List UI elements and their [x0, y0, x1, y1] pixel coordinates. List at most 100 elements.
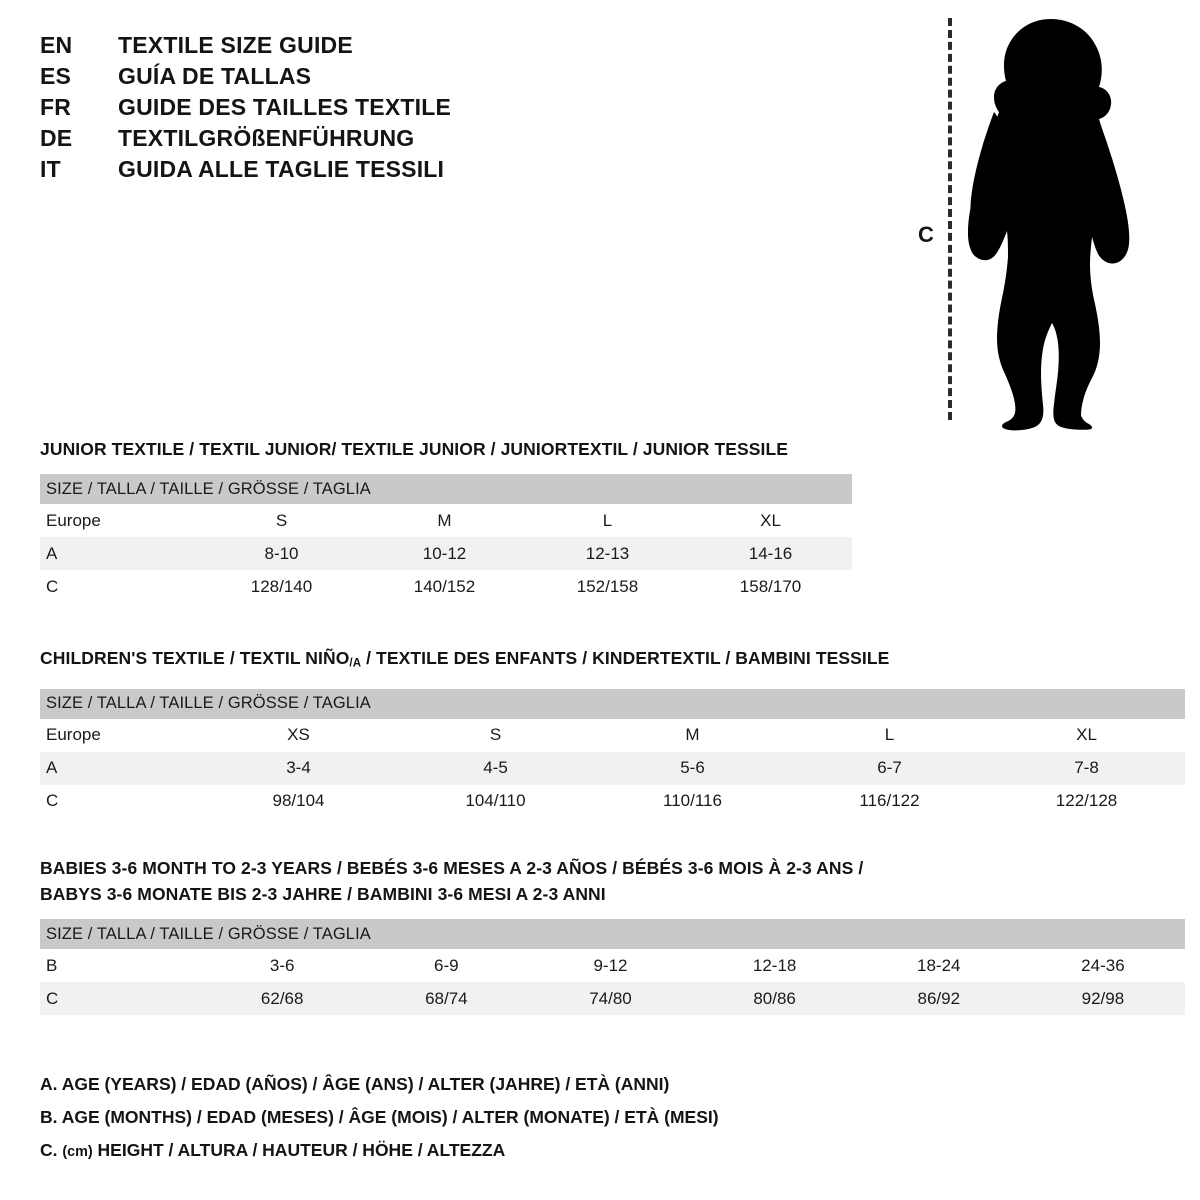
- language-row: ES GUÍA DE TALLAS: [40, 63, 560, 94]
- language-code: EN: [40, 32, 73, 58]
- legend-c-rest: HEIGHT / ALTURA / HAUTEUR / HÖHE / ALTEZ…: [97, 1140, 506, 1160]
- legend-line-a: A. AGE (YEARS) / EDAD (AÑOS) / ÂGE (ANS)…: [40, 1074, 670, 1094]
- language-code: DE: [40, 125, 73, 151]
- table-cell: 104/110: [397, 784, 594, 818]
- babies-size-table: SIZE / TALLA / TAILLE / GRÖSSE / TAGLIA …: [40, 919, 1185, 1015]
- row-label: A: [40, 751, 200, 785]
- table-cell: 128/140: [200, 570, 363, 603]
- band-label: SIZE / TALLA / TAILLE / GRÖSSE / TAGLIA: [40, 919, 1185, 949]
- table-cell: 24-36: [1020, 949, 1185, 982]
- table-cell: 3-6: [200, 949, 365, 982]
- language-row: EN TEXTILE SIZE GUIDE: [40, 32, 560, 63]
- language-code: FR: [40, 94, 72, 120]
- language-code: IT: [40, 156, 61, 182]
- language-title: GUIDA ALLE TAGLIE TESSILI: [118, 156, 445, 182]
- row-label: C: [40, 784, 200, 818]
- language-row: DE TEXTILGRÖßENFÜHRUNG: [40, 125, 560, 156]
- row-label: B: [40, 949, 201, 982]
- table-row: C 98/104 104/110 110/116 116/122 122/128: [40, 784, 1186, 818]
- table-cell: M: [363, 504, 526, 537]
- table-cell: 158/170: [689, 570, 853, 603]
- language-row: FR GUIDE DES TAILLES TEXTILE: [40, 94, 560, 125]
- table-cell: 3-4: [200, 751, 397, 785]
- language-title: GUIDE DES TAILLES TEXTILE: [118, 94, 451, 120]
- section-title-prefix: CHILDREN'S TEXTILE / TEXTIL NIÑO: [40, 648, 350, 668]
- table-cell: XS: [200, 718, 397, 752]
- section-title: JUNIOR TEXTILE / TEXTIL JUNIOR/ TEXTILE …: [40, 439, 789, 459]
- language-title: TEXTILE SIZE GUIDE: [118, 32, 353, 58]
- table-cell: 98/104: [200, 784, 397, 818]
- section-childrens-textile: CHILDREN'S TEXTILE / TEXTIL NIÑO/A / TEX…: [40, 645, 1186, 818]
- table-band-header: SIZE / TALLA / TAILLE / GRÖSSE / TAGLIA: [40, 688, 1186, 719]
- table-cell: 5-6: [594, 751, 791, 785]
- section-title-suffix: / TEXTILE DES ENFANTS / KINDERTEXTIL / B…: [361, 648, 890, 668]
- table-cell: 110/116: [594, 784, 791, 818]
- language-code: ES: [40, 63, 72, 89]
- table-cell: 74/80: [528, 982, 693, 1015]
- table-cell: L: [791, 718, 988, 752]
- legend-c-prefix: C.: [40, 1140, 58, 1160]
- height-measure-label: C: [918, 222, 934, 247]
- table-cell: 14-16: [689, 537, 853, 570]
- table-row: Europe S M L XL: [40, 504, 853, 537]
- table-cell: XL: [689, 504, 853, 537]
- table-cell: 8-10: [200, 537, 363, 570]
- table-cell: 7-8: [988, 751, 1186, 785]
- row-label: C: [40, 982, 201, 1015]
- table-row: C 62/68 68/74 74/80 80/86 86/92 92/98: [40, 982, 1185, 1015]
- section-title: CHILDREN'S TEXTILE / TEXTIL NIÑO/A / TEX…: [40, 645, 1185, 677]
- table-cell: 4-5: [397, 751, 594, 785]
- table-cell: L: [526, 504, 689, 537]
- section-junior-textile: JUNIOR TEXTILE / TEXTIL JUNIOR/ TEXTILE …: [40, 436, 853, 603]
- row-label: C: [40, 570, 200, 603]
- legend-block: A. AGE (YEARS) / EDAD (AÑOS) / ÂGE (ANS)…: [40, 1068, 719, 1169]
- toddler-silhouette-icon: [967, 19, 1130, 431]
- table-cell: 86/92: [856, 982, 1021, 1015]
- row-label: A: [40, 537, 200, 570]
- legend-c-unit: (cm): [62, 1144, 93, 1160]
- table-cell: S: [200, 504, 363, 537]
- language-title-block: EN TEXTILE SIZE GUIDE ES GUÍA DE TALLAS FR GU…: [40, 32, 560, 187]
- language-row: IT GUIDA ALLE TAGLIE TESSILI: [40, 156, 560, 187]
- section-babies-textile: BABIES 3-6 MONTH TO 2-3 YEARS / BEBÉS 3-…: [40, 855, 1185, 1015]
- table-row: A 8-10 10-12 12-13 14-16: [40, 537, 853, 570]
- table-cell: S: [397, 718, 594, 752]
- table-cell: 140/152: [363, 570, 526, 603]
- table-cell: 92/98: [1020, 982, 1185, 1015]
- language-title: TEXTILGRÖßENFÜHRUNG: [118, 125, 415, 151]
- table-row: C 128/140 140/152 152/158 158/170: [40, 570, 853, 603]
- legend-line-b: B. AGE (MONTHS) / EDAD (MESES) / ÂGE (MO…: [40, 1107, 719, 1127]
- table-cell: 68/74: [364, 982, 529, 1015]
- table-cell: 116/122: [791, 784, 988, 818]
- table-cell: 62/68: [200, 982, 365, 1015]
- legend-line-c: C. (cm) HEIGHT / ALTURA / HAUTEUR / HÖHE…: [40, 1134, 719, 1169]
- table-band-header: SIZE / TALLA / TAILLE / GRÖSSE / TAGLIA: [40, 919, 1185, 949]
- table-cell: 80/86: [692, 982, 857, 1015]
- table-cell: XL: [988, 718, 1186, 752]
- band-label: SIZE / TALLA / TAILLE / GRÖSSE / TAGLIA: [40, 688, 1186, 719]
- section-title-subscript: /A: [349, 657, 362, 670]
- children-size-table: SIZE / TALLA / TAILLE / GRÖSSE / TAGLIA …: [40, 688, 1186, 818]
- table-cell: 6-7: [791, 751, 988, 785]
- table-cell: 10-12: [363, 537, 526, 570]
- table-cell: 12-18: [692, 949, 857, 982]
- row-label: Europe: [40, 504, 200, 537]
- table-cell: 9-12: [528, 949, 693, 982]
- table-cell: 18-24: [856, 949, 1021, 982]
- table-cell: 152/158: [526, 570, 689, 603]
- table-row: A 3-4 4-5 5-6 6-7 7-8: [40, 751, 1186, 785]
- section-title-line-2: BABYS 3-6 MONATE BIS 2-3 JAHRE / BAMBINI…: [40, 884, 606, 904]
- table-band-header: SIZE / TALLA / TAILLE / GRÖSSE / TAGLIA: [40, 474, 853, 504]
- language-title: GUÍA DE TALLAS: [118, 63, 312, 89]
- junior-size-table: SIZE / TALLA / TAILLE / GRÖSSE / TAGLIA …: [40, 474, 853, 603]
- table-cell: 12-13: [526, 537, 689, 570]
- table-cell: 6-9: [364, 949, 529, 982]
- table-row: B 3-6 6-9 9-12 12-18 18-24 24-36: [40, 949, 1185, 982]
- height-dashed-line: [948, 18, 952, 420]
- table-row: Europe XS S M L XL: [40, 718, 1186, 752]
- table-cell: M: [594, 718, 791, 752]
- height-measure-figure: C: [900, 10, 1190, 431]
- table-cell: 122/128: [988, 784, 1186, 818]
- band-label: SIZE / TALLA / TAILLE / GRÖSSE / TAGLIA: [40, 474, 853, 504]
- section-title-line-1: BABIES 3-6 MONTH TO 2-3 YEARS / BEBÉS 3-…: [40, 858, 864, 878]
